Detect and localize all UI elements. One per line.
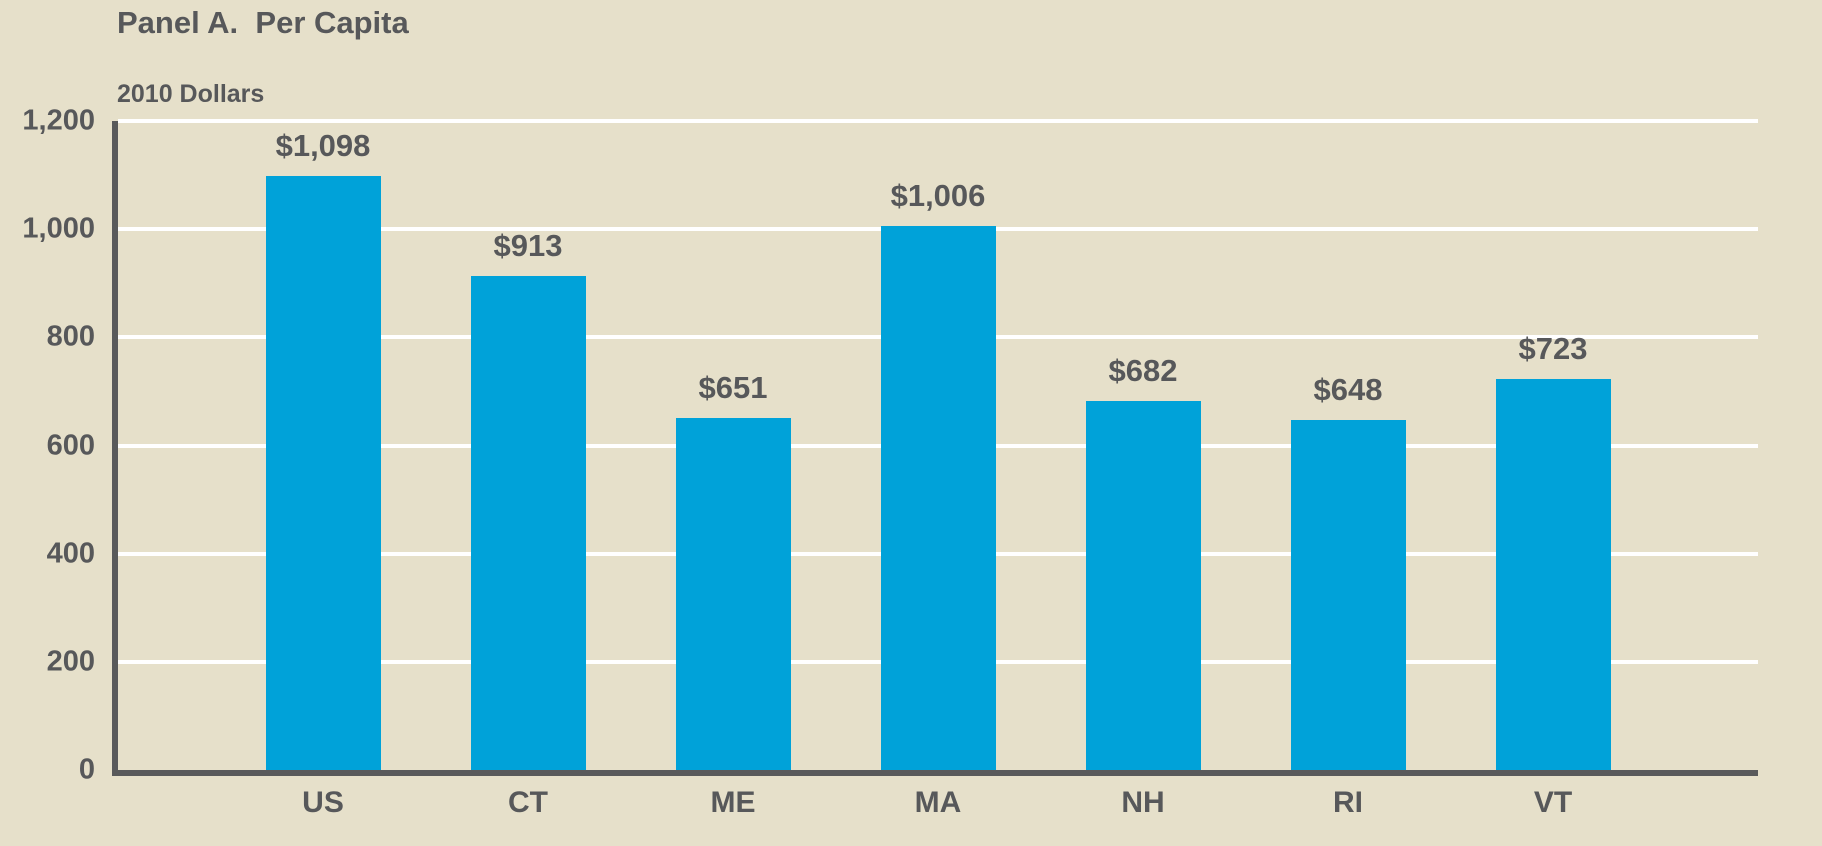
bar-value-label-ME: $651: [698, 369, 768, 405]
x-tick-label-VT: VT: [1533, 786, 1573, 819]
y-tick-label-1200: 1,200: [22, 104, 95, 137]
bar-value-label-MA: $1,006: [890, 177, 986, 213]
bar-value-label-CT: $913: [493, 228, 563, 264]
bar-VT: [1495, 378, 1611, 770]
x-tick-label-MA: MA: [914, 786, 962, 819]
bar-US: [265, 176, 381, 770]
bar-RI: [1290, 419, 1406, 770]
x-tick-label-RI: RI: [1333, 786, 1363, 819]
bar-value-label-VT: $723: [1518, 330, 1588, 366]
x-tick-label-CT: CT: [508, 786, 548, 819]
chart-title: Panel A. Per Capita: [117, 5, 409, 40]
y-axis-labels: 0 200 400 600 800 1,000 1,200: [0, 105, 95, 786]
plot-area: $1,098 $913 $651 $1,006 $682 $648 $723: [112, 119, 1758, 776]
bar-CT: [470, 276, 586, 770]
x-axis-labels: US CT ME MA NH RI VT: [118, 786, 1758, 826]
gridline-1200: [118, 119, 1758, 123]
bar-value-label-US: $1,098: [275, 128, 371, 164]
bar-MA: [880, 225, 996, 770]
x-tick-label-ME: ME: [710, 786, 756, 819]
bar-value-label-RI: $648: [1313, 371, 1383, 407]
bar-value-label-NH: $682: [1108, 353, 1178, 389]
y-axis-units-label: 2010 Dollars: [117, 80, 265, 108]
y-tick-label-200: 200: [46, 645, 95, 678]
y-tick-label-0: 0: [78, 753, 95, 786]
bar-ME: [675, 417, 791, 770]
y-tick-label-600: 600: [46, 429, 95, 461]
bar-NH: [1085, 401, 1201, 770]
y-tick-label-400: 400: [46, 537, 95, 570]
y-tick-label-800: 800: [46, 320, 95, 353]
x-tick-label-US: US: [302, 786, 344, 819]
y-tick-label-1000: 1,000: [22, 212, 95, 245]
x-tick-label-NH: NH: [1121, 786, 1165, 819]
